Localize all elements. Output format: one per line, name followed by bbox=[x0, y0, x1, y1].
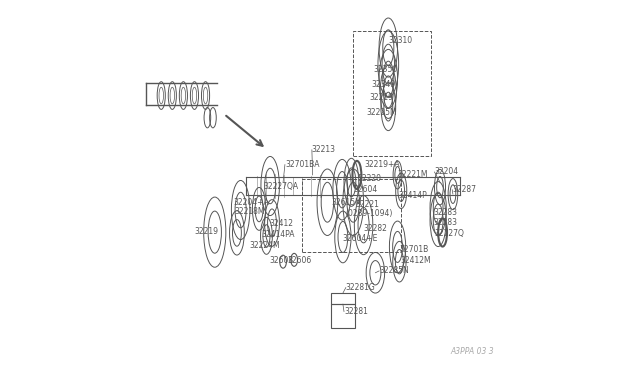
Text: 32283: 32283 bbox=[434, 208, 458, 217]
Text: 32349: 32349 bbox=[372, 80, 396, 89]
Text: 32224M: 32224M bbox=[250, 241, 280, 250]
Text: 32281G: 32281G bbox=[346, 283, 376, 292]
Text: 32285N: 32285N bbox=[379, 266, 409, 275]
Text: 32219+A: 32219+A bbox=[364, 160, 400, 169]
Text: 32221: 32221 bbox=[356, 200, 380, 209]
Text: 32606: 32606 bbox=[288, 256, 312, 265]
Text: 32412M: 32412M bbox=[401, 256, 431, 265]
Text: 32701BA: 32701BA bbox=[285, 160, 319, 169]
Text: 32414PA: 32414PA bbox=[261, 230, 294, 239]
Text: 32701B: 32701B bbox=[400, 245, 429, 254]
Text: 32227Q: 32227Q bbox=[435, 230, 465, 238]
Text: 32615M: 32615M bbox=[331, 198, 362, 207]
Text: 32225M: 32225M bbox=[366, 108, 397, 117]
Text: 32310: 32310 bbox=[388, 36, 412, 45]
Text: 32412: 32412 bbox=[269, 219, 293, 228]
Text: (0289-1094): (0289-1094) bbox=[346, 209, 393, 218]
Text: 32604: 32604 bbox=[353, 185, 378, 194]
Text: 32227QA: 32227QA bbox=[264, 182, 299, 191]
Text: 32219: 32219 bbox=[195, 227, 218, 235]
Text: 32604+E: 32604+E bbox=[342, 234, 378, 243]
Text: 32218M: 32218M bbox=[234, 207, 264, 217]
Text: 32204+A: 32204+A bbox=[233, 198, 269, 207]
Text: A3PPA 03 3: A3PPA 03 3 bbox=[450, 347, 493, 356]
Text: 32608: 32608 bbox=[269, 256, 293, 265]
Text: 32220: 32220 bbox=[357, 174, 381, 183]
Text: 32350: 32350 bbox=[374, 65, 398, 74]
Text: 32204: 32204 bbox=[435, 167, 459, 176]
Text: 32283: 32283 bbox=[434, 218, 458, 227]
Text: 32281: 32281 bbox=[344, 307, 368, 316]
Text: 32213: 32213 bbox=[312, 145, 336, 154]
Text: 32287: 32287 bbox=[452, 185, 476, 194]
Text: 32221M: 32221M bbox=[397, 170, 428, 179]
Text: 32219: 32219 bbox=[370, 93, 394, 102]
Text: 32282: 32282 bbox=[364, 224, 387, 233]
Text: 32414P: 32414P bbox=[398, 191, 427, 200]
